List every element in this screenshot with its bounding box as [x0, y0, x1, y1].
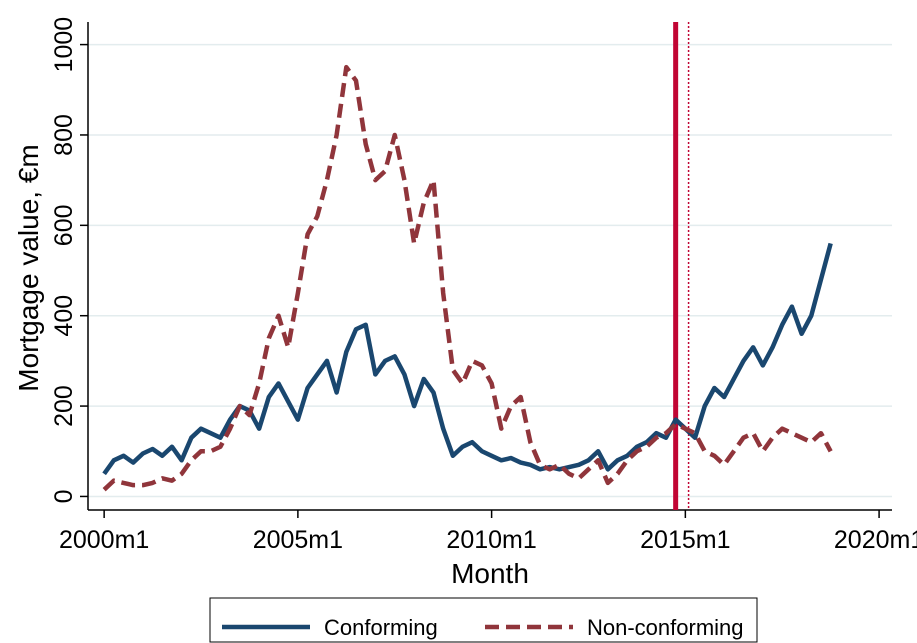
x-tick-label: 2010m1 [446, 526, 536, 554]
x-tick-label: 2000m1 [59, 526, 149, 554]
y-tick-label: 0 [50, 489, 78, 503]
y-tick-label: 200 [50, 385, 78, 427]
y-tick-label: 800 [50, 114, 78, 156]
y-tick-label: 400 [50, 295, 78, 337]
series-line [102, 242, 833, 476]
y-axis-title: Mortgage value, €m [13, 144, 44, 391]
legend-box [209, 597, 758, 643]
y-tick-label: 600 [50, 204, 78, 246]
y-tick-label: 1000 [50, 17, 78, 73]
x-axis-title: Month [451, 558, 529, 589]
x-tick-label: 2020m1 [834, 526, 917, 554]
x-tick-label: 2015m1 [640, 526, 730, 554]
legend-label: Conforming [324, 615, 438, 640]
series-line [102, 64, 833, 492]
legend-label: Non-conforming [587, 615, 744, 640]
x-tick-label: 2005m1 [253, 526, 343, 554]
